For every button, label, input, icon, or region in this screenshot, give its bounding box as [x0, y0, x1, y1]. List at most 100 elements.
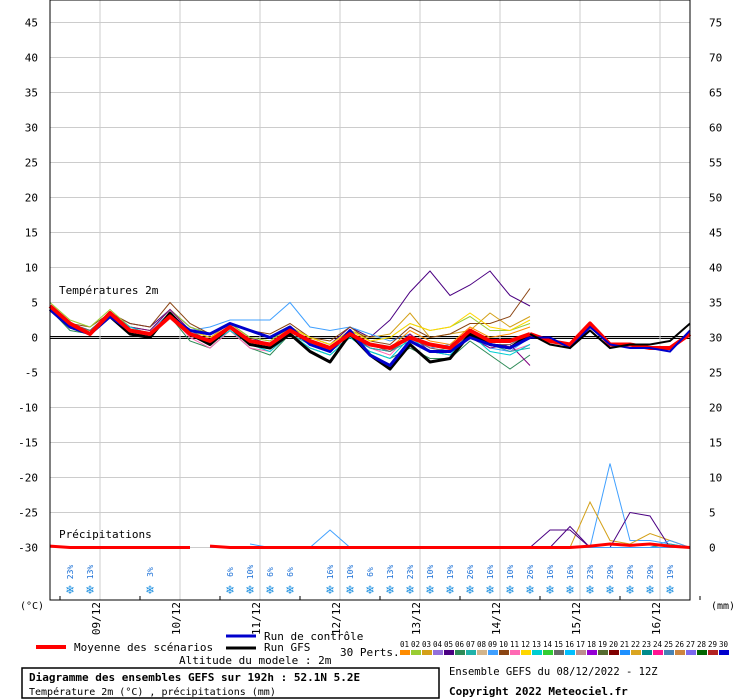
snowflake-icon: ❄	[65, 583, 74, 598]
snow-probability-label: 6%	[286, 567, 295, 577]
pert-color-swatch	[719, 650, 729, 655]
pert-color-swatch	[444, 650, 454, 655]
pert-number-label: 03	[422, 640, 431, 649]
pert-number-label: 04	[433, 640, 443, 649]
pert-number-label: 13	[532, 640, 541, 649]
pert-color-swatch	[433, 650, 443, 655]
snowflake-icon: ❄	[425, 583, 434, 598]
pert-color-swatch	[576, 650, 586, 655]
snow-probability-label: 23%	[66, 565, 75, 580]
precipitation-section-label: Précipitations	[59, 528, 152, 541]
footer-box	[21, 667, 440, 699]
pert-color-swatch	[543, 650, 553, 655]
pert-color-swatch	[675, 650, 685, 655]
footer-subtitle: Température 2m (°C) , précipitations (mm…	[29, 686, 276, 698]
pert-number-label: 16	[565, 640, 575, 649]
right-tick-label: 45	[709, 227, 722, 240]
copyright: Copyright 2022 Meteociel.fr	[449, 685, 628, 698]
pert-number-label: 11	[510, 640, 519, 649]
snowflake-icon: ❄	[365, 583, 374, 598]
pert-number-label: 30	[719, 640, 729, 649]
left-tick-label: 25	[25, 157, 38, 170]
right-tick-label: 35	[709, 297, 722, 310]
snowflake-icon: ❄	[625, 583, 634, 598]
pert-number-label: 02	[411, 640, 420, 649]
snowflake-icon: ❄	[385, 583, 394, 598]
snow-probability-label: 26%	[466, 565, 475, 580]
pert-number-label: 17	[576, 640, 585, 649]
pert-color-swatch	[554, 650, 564, 655]
legend-perts-label: 30 Perts.	[340, 646, 400, 659]
date-tick-label: 15/12	[570, 602, 583, 635]
snowflake-icon: ❄	[325, 583, 334, 598]
snow-probability-label: 16%	[486, 565, 495, 580]
pert-color-swatch	[422, 650, 432, 655]
pert-color-swatch	[532, 650, 542, 655]
control-temperature-line	[530, 325, 691, 353]
pert-color-swatch	[455, 650, 465, 655]
pert-number-label: 15	[554, 640, 563, 649]
pert-color-swatch	[466, 650, 476, 655]
right-tick-label: 15	[709, 437, 722, 450]
pert-color-swatch	[565, 650, 575, 655]
left-tick-label: 40	[25, 52, 38, 65]
left-tick-label: 35	[25, 87, 38, 100]
snowflake-icon: ❄	[285, 583, 294, 598]
date-tick-label: 09/12	[90, 602, 103, 635]
snow-probability-label: 29%	[606, 565, 615, 580]
snowflake-icon: ❄	[145, 583, 154, 598]
snow-probability-label: 10%	[426, 565, 435, 580]
pert-number-label: 12	[521, 640, 530, 649]
left-tick-label: 45	[25, 17, 38, 30]
snow-probability-label: 16%	[546, 565, 555, 580]
snowflake-icon: ❄	[505, 583, 514, 598]
left-tick-label: 15	[25, 227, 38, 240]
pert-number-label: 24	[653, 640, 663, 649]
right-tick-label: 5	[709, 507, 716, 520]
snowflake-icon: ❄	[605, 583, 614, 598]
snow-probability-label: 29%	[626, 565, 635, 580]
pert-color-swatch	[598, 650, 608, 655]
date-tick-label: 10/12	[170, 602, 183, 635]
pert-number-label: 20	[609, 640, 619, 649]
snowflake-icon: ❄	[525, 583, 534, 598]
right-tick-label: 0	[709, 542, 716, 555]
snow-probability-label: 3%	[146, 567, 155, 577]
left-tick-label: -10	[18, 402, 38, 415]
legend-control-label: Run de contrôle	[264, 630, 363, 643]
snow-probability-label: 19%	[666, 565, 675, 580]
left-tick-label: 5	[31, 297, 38, 310]
left-tick-label: 30	[25, 122, 38, 135]
snow-probability-label: 10%	[246, 565, 255, 580]
left-tick-label: -15	[18, 437, 38, 450]
pert-number-label: 10	[499, 640, 509, 649]
pert-number-label: 25	[664, 640, 673, 649]
legend-altitude-label: Altitude du modele : 2m	[179, 654, 332, 667]
snowflake-icon: ❄	[585, 583, 594, 598]
pert-color-swatch	[587, 650, 597, 655]
snowflake-icon: ❄	[225, 583, 234, 598]
snowflake-icon: ❄	[465, 583, 474, 598]
pert-color-swatch	[653, 650, 663, 655]
gfs-temperature-line	[49, 308, 531, 371]
pert-color-swatch	[488, 650, 498, 655]
right-tick-label: 75	[709, 17, 722, 30]
pert-number-label: 28	[697, 640, 707, 649]
pert-number-label: 19	[598, 640, 607, 649]
snow-probability-label: 29%	[646, 565, 655, 580]
snowflake-icon: ❄	[405, 583, 414, 598]
snowflake-icon: ❄	[545, 583, 554, 598]
pert-number-label: 29	[708, 640, 717, 649]
legend: Moyenne des scénarios Run de contrôle Ru…	[36, 630, 729, 667]
date-tick-label: 13/12	[410, 602, 423, 635]
snowflake-icon: ❄	[265, 583, 274, 598]
pert-color-swatch	[642, 650, 652, 655]
pert-color-swatch	[664, 650, 674, 655]
right-axis-unit: (mm)	[711, 601, 735, 612]
pert-number-label: 26	[675, 640, 685, 649]
snowflake-icon: ❄	[665, 583, 674, 598]
right-tick-label: 30	[709, 332, 722, 345]
pert-number-label: 08	[477, 640, 487, 649]
right-tick-label: 50	[709, 192, 722, 205]
